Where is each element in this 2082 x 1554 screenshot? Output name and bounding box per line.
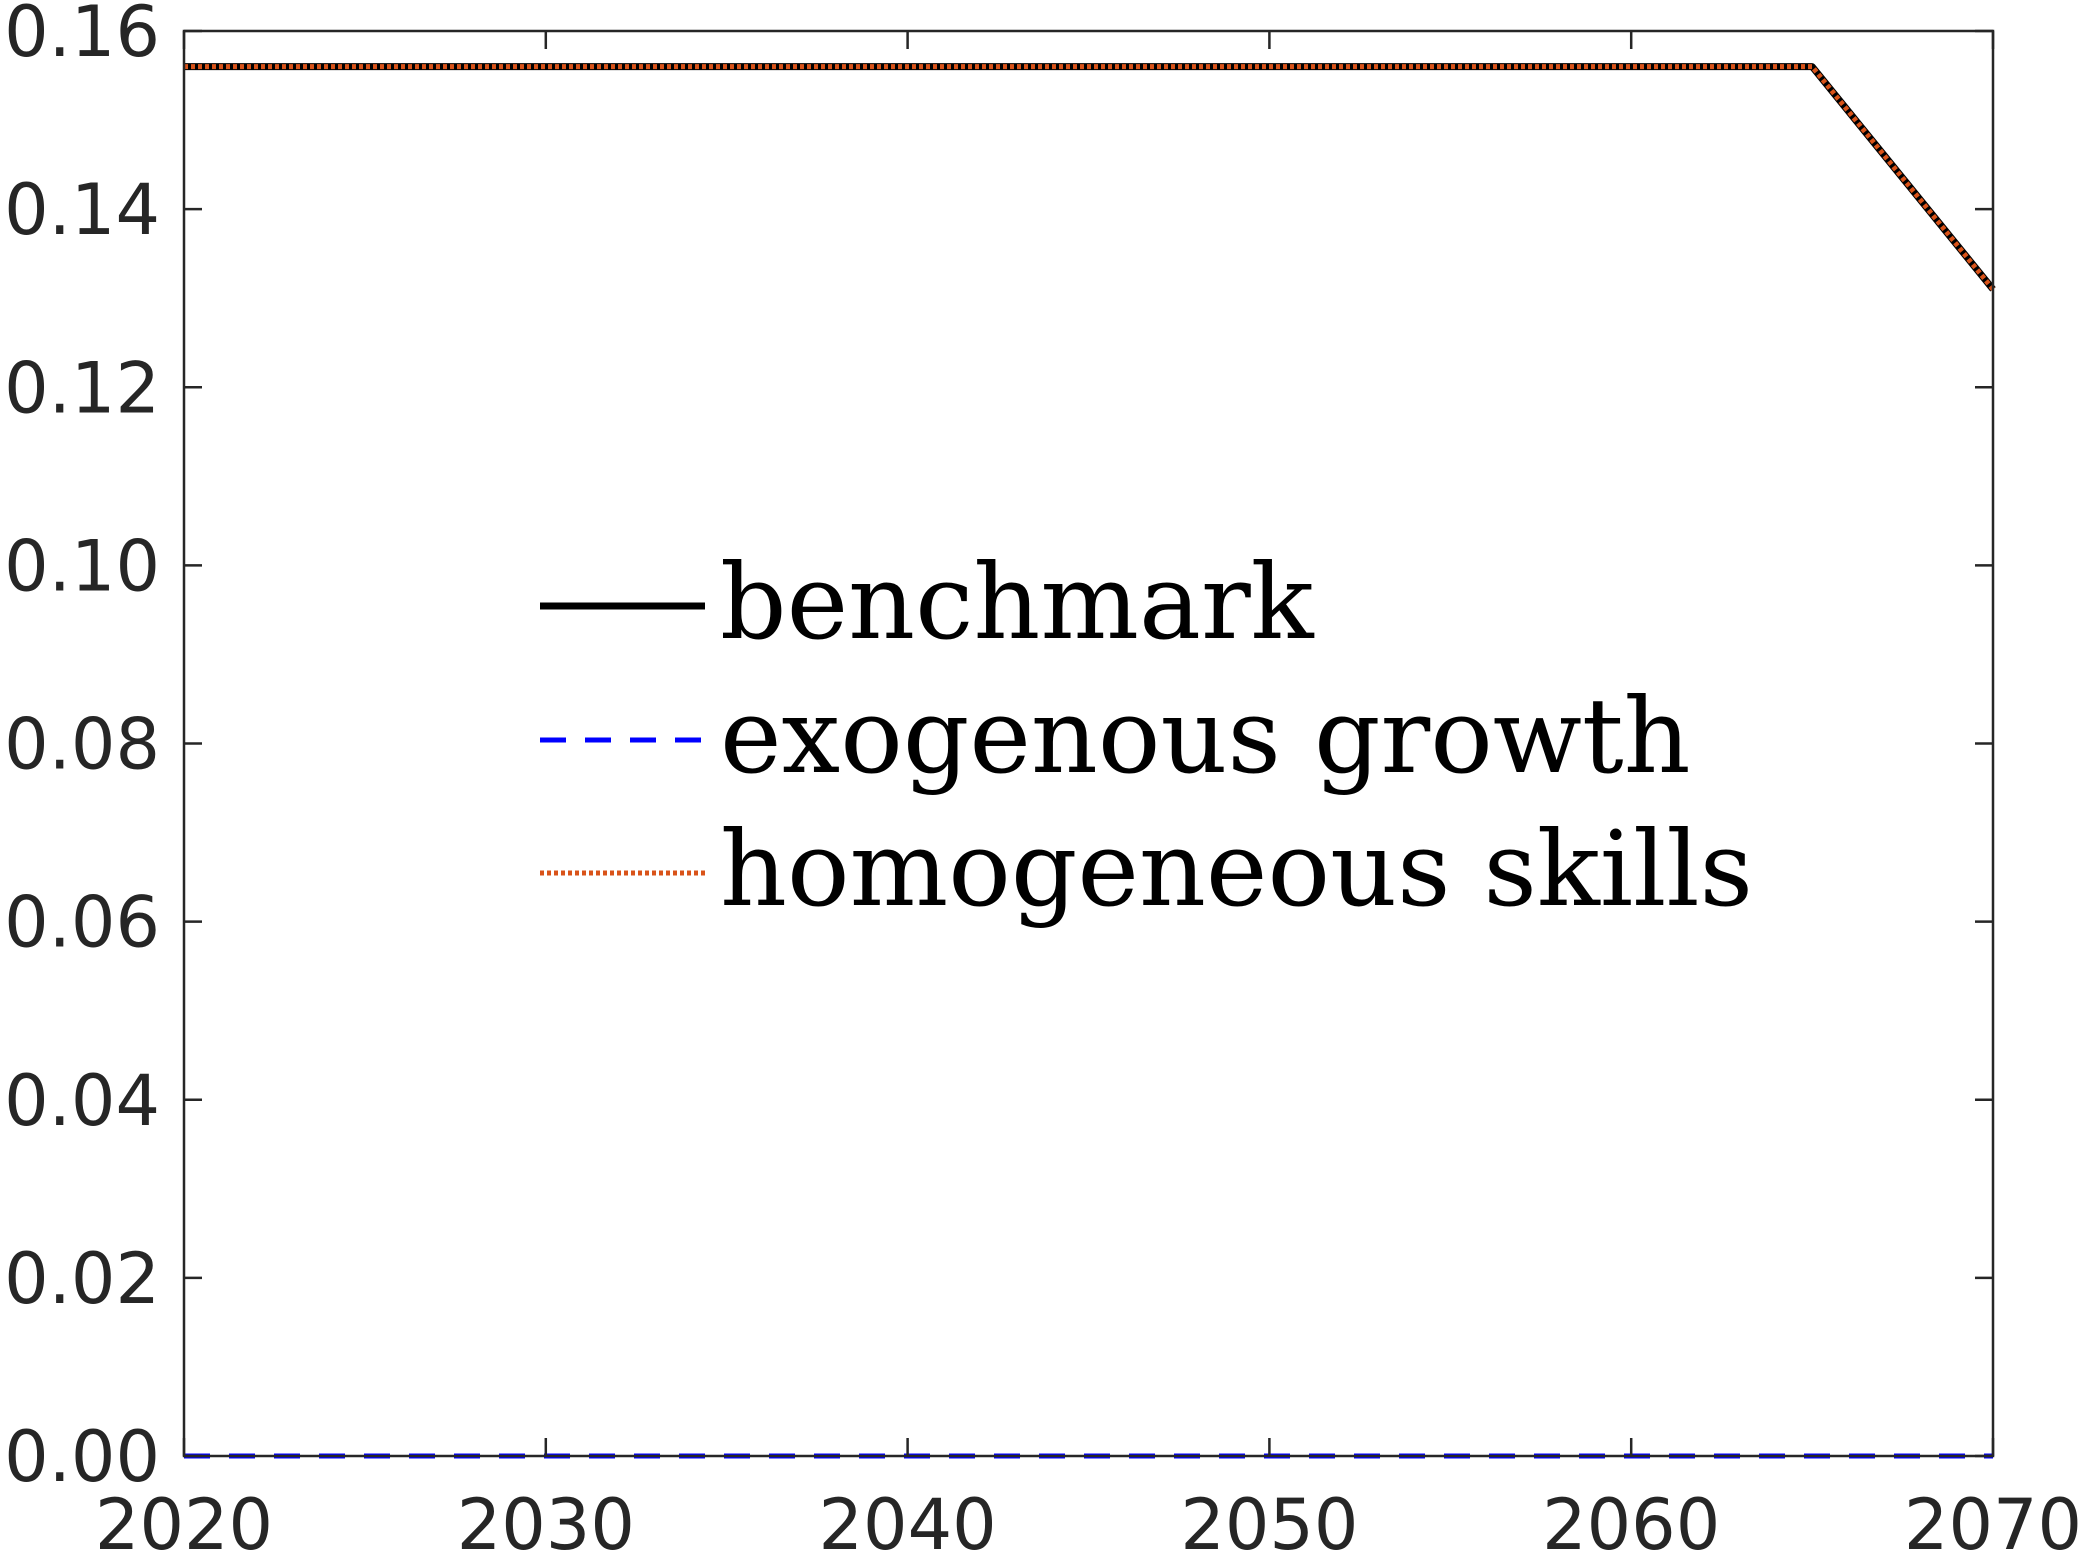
y-tick-label: 0.10: [4, 525, 160, 607]
y-tick-label: 0.02: [4, 1238, 160, 1320]
x-tick-label: 2030: [457, 1484, 635, 1554]
x-tick-label: 2020: [95, 1484, 273, 1554]
y-tick-label: 0.12: [4, 347, 160, 429]
y-tick-label: 0.16: [4, 0, 160, 73]
plot-area: [184, 31, 1993, 1456]
series-line-homogeneous-skills: [184, 64, 1995, 291]
legend-label-benchmark: benchmark: [720, 541, 1315, 663]
y-tick-label: 0.14: [4, 169, 160, 251]
x-tick-label: 2050: [1180, 1484, 1358, 1554]
axes-layer: 2020 2030 2040 2050 2060 2070 0.00 0.02 0.04 0.06…: [4, 0, 2082, 1554]
y-tick-label: 0.06: [4, 882, 160, 964]
x-tick-label: 2060: [1542, 1484, 1720, 1554]
x-tick-label: 2040: [819, 1484, 997, 1554]
y-tick-label: 0.08: [4, 704, 160, 786]
x-tick-label: 2070: [1904, 1484, 2082, 1554]
legend-label-exogenous-growth: exogenous growth: [720, 675, 1691, 797]
y-tick-label: 0.00: [4, 1416, 160, 1498]
plot-background: [184, 31, 1993, 1456]
y-tick-label: 0.04: [4, 1060, 160, 1142]
legend-label-homogeneous-skills: homogeneous skills: [720, 808, 1753, 930]
